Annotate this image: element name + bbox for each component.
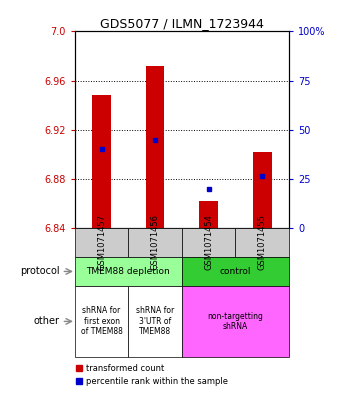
Bar [182,257,289,286]
Text: GSM1071455: GSM1071455 [258,215,267,270]
Text: percentile rank within the sample: percentile rank within the sample [85,376,227,386]
Bar [75,228,129,257]
Text: transformed count: transformed count [85,364,164,373]
Bar [129,228,182,257]
Text: control: control [220,267,251,276]
Title: GDS5077 / ILMN_1723944: GDS5077 / ILMN_1723944 [100,17,264,30]
Text: shRNA for
3'UTR of
TMEM88: shRNA for 3'UTR of TMEM88 [136,307,174,336]
Bar [182,228,235,257]
Text: non-targetting
shRNA: non-targetting shRNA [207,312,264,331]
Bar [75,257,182,286]
Text: TMEM88 depletion: TMEM88 depletion [86,267,170,276]
Bar [92,95,111,228]
Bar [129,286,182,357]
Text: GSM1071457: GSM1071457 [97,215,106,270]
Text: GSM1071456: GSM1071456 [151,215,159,270]
Text: other: other [34,316,60,327]
Text: protocol: protocol [20,266,60,276]
Bar [182,286,289,357]
Text: GSM1071454: GSM1071454 [204,215,213,270]
Bar [75,286,129,357]
Text: shRNA for
first exon
of TMEM88: shRNA for first exon of TMEM88 [81,307,122,336]
Bar [199,201,218,228]
Bar [146,66,165,228]
Bar [253,152,272,228]
Bar [235,228,289,257]
